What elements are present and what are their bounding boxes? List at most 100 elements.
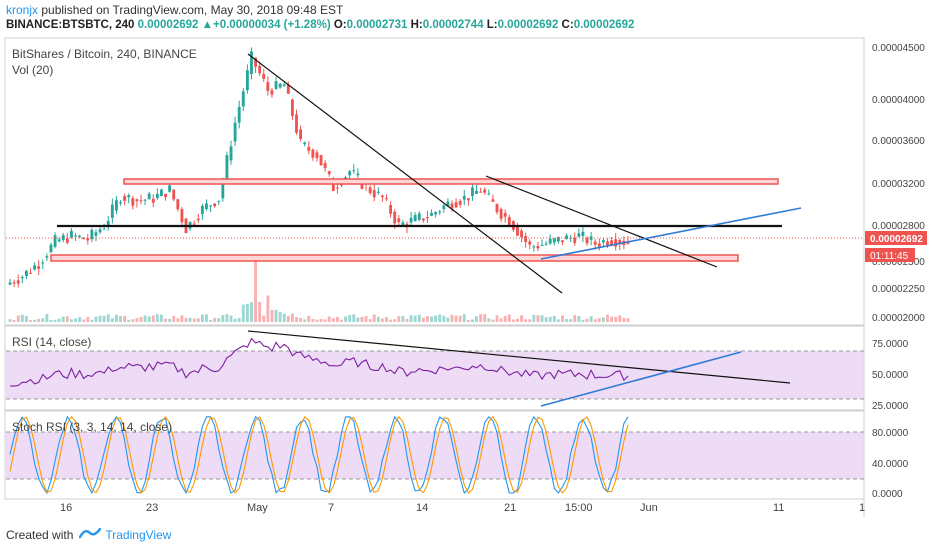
rsi-descending-trendline[interactable]	[247, 330, 791, 384]
volume-bar	[430, 316, 433, 322]
volume-bar	[127, 319, 131, 322]
volume-bar	[20, 314, 24, 322]
volume-bar	[61, 316, 65, 322]
candle-body	[200, 205, 204, 214]
candle-body	[209, 205, 212, 207]
price-axis: 0.00004500 0.00004000 0.00003600 0.00003…	[872, 43, 925, 324]
candle-body	[168, 185, 172, 192]
volume-bar	[622, 317, 626, 322]
volume-bar	[614, 316, 618, 322]
candle-body	[323, 163, 327, 169]
ascending-trendline[interactable]	[540, 207, 802, 260]
footer: Created with TradingView	[6, 527, 171, 542]
candle-body	[225, 155, 229, 180]
volume-bar	[164, 318, 167, 322]
volume-bar	[245, 303, 249, 322]
tradingview-link[interactable]: TradingView	[105, 527, 172, 542]
candle-body	[380, 195, 384, 198]
rsi-tick: 75.0000	[872, 339, 909, 350]
volume-bar	[110, 318, 114, 322]
volume-bar	[593, 319, 597, 322]
volume-bar	[511, 319, 515, 322]
volume-bar	[507, 314, 511, 322]
x-axis: 16 23 May 7 14 21 15:00 Jun 11 1	[60, 502, 865, 514]
candle-body	[499, 209, 503, 219]
volume-bar	[229, 315, 233, 322]
rsi-line	[9, 337, 629, 387]
countdown-text: 01:11:45	[870, 251, 909, 262]
volume-bar	[143, 315, 147, 322]
price-tick: 0.00004500	[872, 43, 925, 54]
candle-body	[82, 237, 86, 240]
candle-body	[115, 200, 118, 211]
candle-body	[286, 84, 290, 94]
volume-bar	[266, 295, 270, 322]
support-zone[interactable]	[50, 254, 739, 262]
volume-bar	[323, 319, 327, 322]
x-tick: 15:00	[565, 502, 593, 514]
volume-bar	[569, 319, 573, 322]
volume-bar	[237, 317, 241, 322]
candle-body	[454, 202, 458, 208]
publish-line: kronjx published on TradingView.com, May…	[6, 3, 343, 17]
candle-body	[49, 244, 53, 253]
candle-body	[274, 81, 278, 89]
resistance-zone[interactable]	[123, 178, 779, 185]
volume-bar	[368, 319, 372, 322]
candle-body	[217, 200, 221, 202]
volume-bar	[421, 317, 425, 322]
candle-body	[426, 217, 429, 219]
volume-bar	[262, 315, 266, 322]
volume-bar	[115, 314, 118, 322]
volume-bar	[450, 314, 454, 322]
volume-bar	[303, 319, 307, 322]
volume-bar	[184, 317, 188, 322]
candle-body	[544, 243, 548, 245]
volume-bar	[213, 318, 217, 322]
candle-body	[205, 203, 208, 209]
volume-bar	[16, 315, 20, 322]
rsi-ascending-trendline[interactable]	[540, 351, 742, 407]
volume-bar	[225, 314, 229, 322]
current-price-badge-text: 0.00002692	[870, 234, 923, 245]
candle-body	[78, 235, 82, 237]
rsi-tick: 50.0000	[872, 370, 909, 381]
candle-body	[147, 193, 151, 200]
candle-body	[606, 241, 609, 246]
candle-body	[520, 230, 523, 238]
volume-bar	[385, 317, 388, 322]
candle-body	[258, 65, 262, 74]
symbol-label: BINANCE:BTSBTC, 240	[6, 19, 135, 31]
descending-trendline-1[interactable]	[247, 53, 563, 294]
descending-trendline-2[interactable]	[485, 175, 718, 268]
candle-body	[74, 235, 77, 237]
open-value: 0.00002731	[346, 19, 408, 31]
volume-bar	[151, 315, 155, 322]
volume-bar	[37, 318, 41, 322]
volume-bar	[82, 319, 86, 322]
volume-bar	[90, 319, 94, 322]
volume-bar	[458, 315, 462, 322]
candle-body	[532, 246, 536, 248]
volume-bar	[380, 318, 384, 322]
volume-bar	[589, 316, 593, 322]
volume-bar	[139, 316, 143, 322]
candle-body	[319, 155, 323, 166]
volume-bar	[352, 314, 356, 322]
author-link[interactable]: kronjx	[6, 3, 39, 17]
x-tick: 16	[60, 502, 72, 514]
volume-bar	[393, 319, 397, 322]
candle-body	[139, 200, 143, 202]
candle-body	[57, 239, 61, 242]
volume-bar	[24, 316, 28, 322]
volume-bar	[446, 317, 450, 322]
volume-bar	[250, 302, 253, 322]
volume-bar	[409, 315, 413, 322]
volume-bar	[389, 319, 393, 322]
volume-bar	[123, 315, 127, 322]
volume-bar	[483, 314, 487, 322]
x-tick: 23	[146, 502, 158, 514]
candle-body	[221, 180, 225, 199]
candle-body	[102, 228, 106, 230]
